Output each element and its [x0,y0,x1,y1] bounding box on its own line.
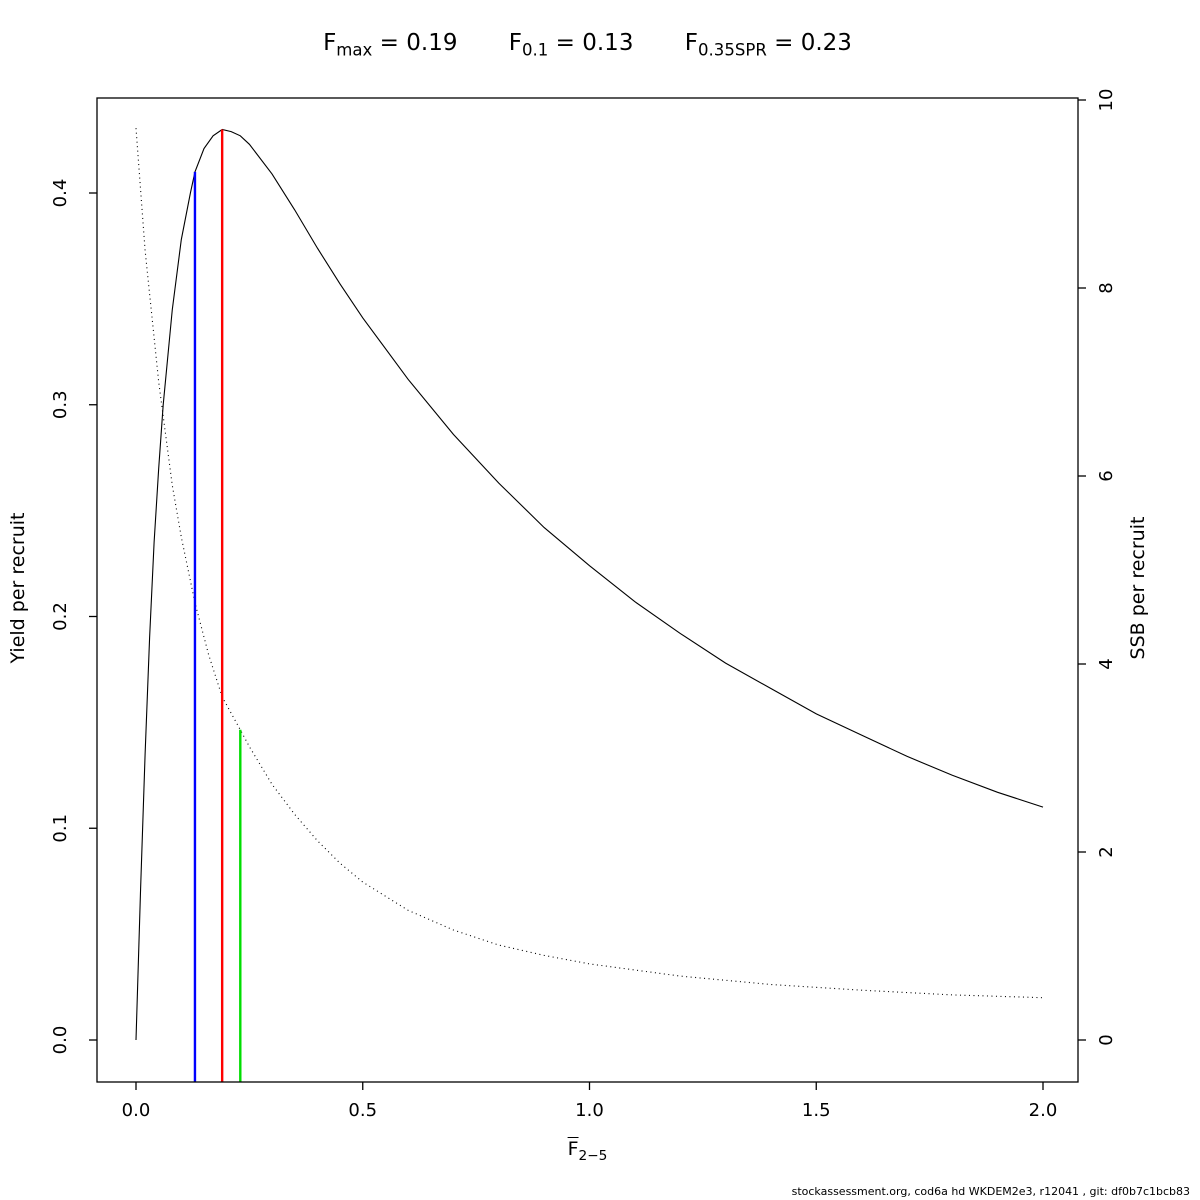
x-axis-title: F2−5 [0,1138,1175,1164]
fmax-reference-value: Fmax = 0.19 [323,30,458,60]
y-left-tick-label: 0.0 [50,1026,71,1055]
x-tick-label: 1.5 [802,1100,831,1121]
y-right-tick-label: 0 [1096,1034,1117,1045]
ssb-per-recruit-curve [135,128,1044,999]
y-left-tick-label: 0.2 [50,602,71,631]
f035spr-sub: 0.35SPR [698,40,767,60]
y-left-tick-label: 0.3 [50,390,71,419]
y-left-tick-label: 0.1 [50,814,71,843]
y-right-tick-label: 2 [1096,846,1117,857]
f01-reference-value: F0.1 = 0.13 [508,30,634,60]
x-axis-title-sub: 2−5 [578,1147,608,1164]
x-tick-label: 0.5 [348,1100,377,1121]
f035spr-eq: = 0.23 [766,30,852,56]
footer-attribution: stockassessment.org, cod6a hd WKDEM2e3, … [791,1185,1190,1198]
yield-per-recruit-curve [135,128,1044,1041]
x-tick-label: 0.0 [122,1100,151,1121]
x-tick-label: 2.0 [1029,1100,1058,1121]
fmax-sub: max [336,40,373,60]
x-axis-title-base: F [567,1138,579,1160]
f01-base: F [508,30,523,56]
plot-box [96,97,1079,1083]
y-right-tick-label: 10 [1096,89,1117,112]
fmax-base: F [323,30,337,56]
y-right-tick-label: 8 [1096,282,1117,293]
y-right-tick-label: 4 [1096,658,1117,669]
x-tick-label: 1.0 [575,1100,604,1121]
y-left-tick-label: 0.4 [50,179,71,208]
f035spr-reference-value: F0.35SPR = 0.23 [684,30,852,60]
plot-title: Fmax = 0.19 F0.1 = 0.13 F0.35SPR = 0.23 [0,30,1175,60]
f01-sub: 0.1 [522,40,549,60]
f01-eq: = 0.13 [548,30,634,56]
y-right-tick-label: 6 [1096,470,1117,481]
fmax-eq: = 0.19 [372,30,458,56]
f035spr-base: F [684,30,698,56]
